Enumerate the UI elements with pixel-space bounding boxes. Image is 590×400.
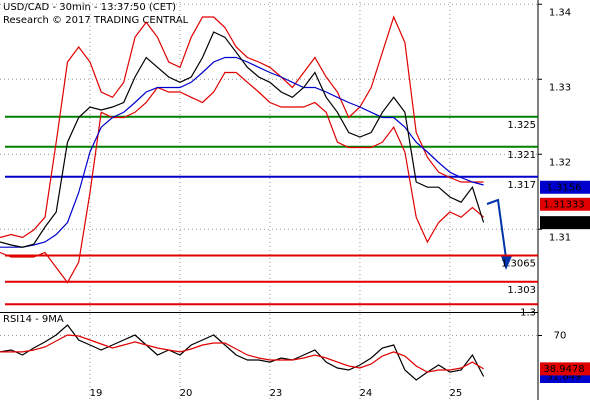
x-tick-label: 19 <box>90 388 103 399</box>
last-value-label: 38.9478 <box>543 364 584 375</box>
x-tick-label: 24 <box>360 388 373 399</box>
level-label: 1.325 <box>507 120 536 131</box>
y-tick-label: 1.34 <box>549 7 571 18</box>
series-line <box>0 31 485 248</box>
x-tick-label: 25 <box>450 388 463 399</box>
rsi-title: RSI14 - 9MA <box>3 314 64 325</box>
level-label: 1.303 <box>507 285 536 296</box>
level-label: 1.3065 <box>501 259 536 270</box>
forecast-arrow <box>486 198 507 259</box>
series-line <box>0 334 484 373</box>
y-tick-label: 70 <box>554 331 567 342</box>
level-label: 1.321 <box>507 150 536 161</box>
y-tick-label: 1.33 <box>549 82 571 93</box>
last-value-box <box>540 362 590 376</box>
chart-title: USD/CAD - 30min - 13:37:50 (CET) <box>3 2 176 13</box>
x-tick-label: 20 <box>180 388 193 399</box>
price-box <box>540 216 590 230</box>
chart-subtitle: Research © 2017 TRADING CENTRAL <box>3 15 189 26</box>
price-label: 1.3156 <box>547 182 582 193</box>
level-label: 1.317 <box>507 180 536 191</box>
y-tick-label: 1.32 <box>549 157 571 168</box>
series-line <box>0 15 484 239</box>
level-label: 1.3 <box>520 307 536 318</box>
forecast-arrowhead <box>501 256 512 270</box>
series-line <box>0 71 484 284</box>
x-tick-label: 23 <box>270 388 283 399</box>
price-label: 1.31333 <box>543 199 584 210</box>
y-tick-label: 1.31 <box>549 232 571 243</box>
price-box <box>540 180 590 194</box>
price-box <box>540 197 590 211</box>
last-value-label: 31.849 <box>547 372 582 383</box>
price-label: 1.31088 <box>543 218 584 229</box>
series-line <box>0 324 485 381</box>
